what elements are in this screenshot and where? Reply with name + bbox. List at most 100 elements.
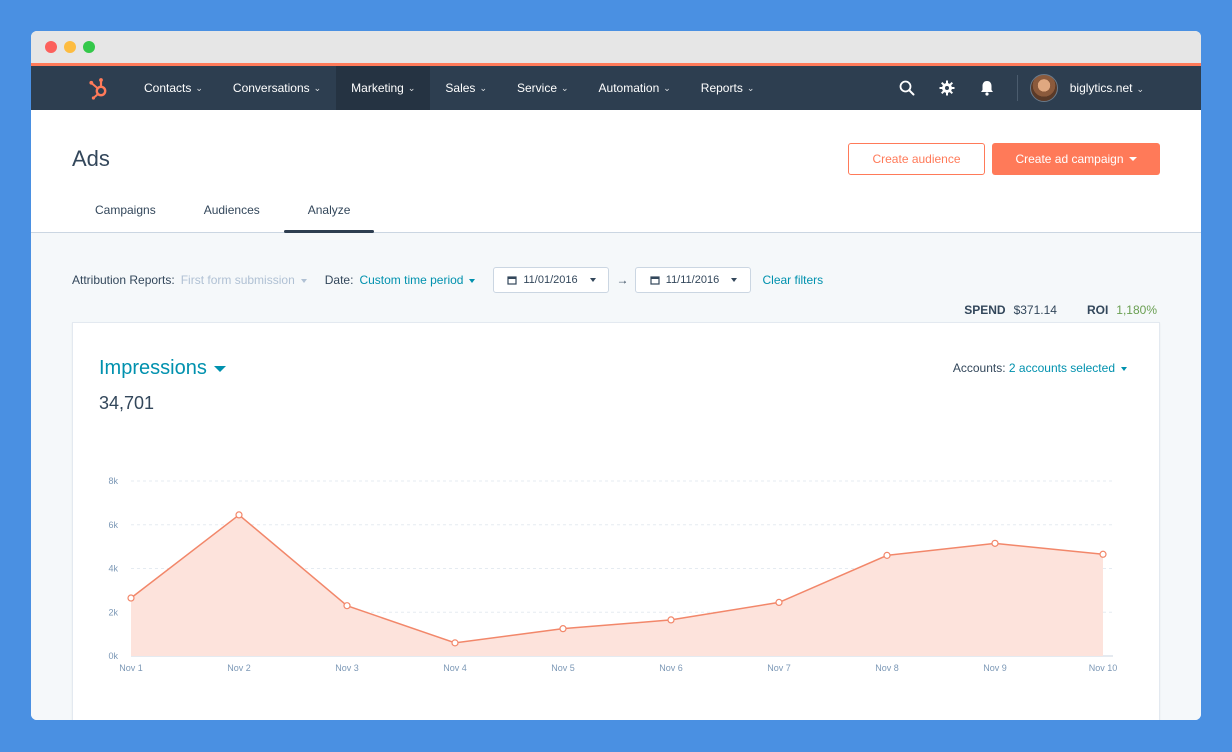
roi-label: ROI	[1086, 303, 1109, 317]
x-tick-label: Nov 5	[551, 663, 575, 673]
attribution-dropdown[interactable]: First form submission	[181, 273, 307, 287]
attribution-label: Attribution Reports:	[72, 273, 175, 287]
x-tick-label: Nov 6	[659, 663, 683, 673]
data-point	[1099, 550, 1107, 558]
create-ad-campaign-button[interactable]: Create ad campaign	[992, 143, 1160, 175]
bell-icon[interactable]	[967, 66, 1007, 110]
x-tick-label: Nov 4	[443, 663, 467, 673]
metric-title: Impressions	[99, 357, 207, 379]
y-tick-label: 8k	[108, 476, 118, 486]
chevron-down-icon: ⌄	[663, 82, 671, 93]
top-navigation: Contacts ⌄ Conversations ⌄ Marketing ⌄ Sales ⌄ S…	[31, 66, 1201, 110]
x-tick-label: Nov 9	[983, 663, 1007, 673]
date-label: Date:	[324, 273, 354, 287]
nav-item-sales[interactable]: Sales ⌄	[430, 66, 502, 110]
nav-right: biglytics.net ⌄	[887, 66, 1201, 110]
data-point	[235, 511, 243, 519]
metric-dropdown[interactable]: Impressions	[99, 357, 226, 380]
accounts-dropdown[interactable]: 2 accounts selected	[1009, 361, 1127, 375]
chevron-down-icon: ⌄	[561, 82, 569, 93]
caret-down-icon	[300, 278, 307, 283]
accounts-label: Accounts:	[952, 361, 1006, 375]
y-tick-label: 6k	[108, 520, 118, 530]
x-tick-label: Nov 3	[335, 663, 359, 673]
caret-down-icon	[1128, 157, 1137, 161]
metric-total: 34,701	[99, 393, 155, 413]
nav-item-reports[interactable]: Reports ⌄	[686, 66, 770, 110]
y-tick-label: 4k	[108, 564, 118, 574]
nav-item-label: Marketing	[351, 81, 404, 95]
nav-item-automation[interactable]: Automation ⌄	[584, 66, 686, 110]
summary-stats: SPEND $371.14 ROI 1,180%	[964, 303, 1157, 317]
data-point	[343, 602, 351, 610]
tab-analyze[interactable]: Analyze	[283, 192, 375, 233]
nav-item-label: Automation	[598, 81, 660, 95]
calendar-icon	[650, 276, 660, 285]
chevron-down-icon: ⌄	[746, 82, 755, 93]
y-tick-label: 0k	[108, 651, 118, 661]
chevron-down-icon: ⌄	[195, 82, 203, 93]
close-window-dot[interactable]	[45, 41, 57, 53]
nav-divider	[1016, 75, 1018, 101]
data-point	[991, 539, 999, 547]
tab-bar: Campaigns Audiences Analyze	[71, 192, 375, 233]
search-icon[interactable]	[887, 66, 927, 110]
start-date-picker[interactable]: 11/01/2016	[493, 267, 610, 293]
page-header: Ads Create audience Create ad campaign C…	[31, 110, 1201, 233]
maximize-window-dot[interactable]	[83, 41, 95, 53]
series-area	[131, 514, 1103, 656]
nav-item-service[interactable]: Service ⌄	[502, 66, 584, 110]
accounts-filter: Accounts: 2 accounts selected	[953, 361, 1127, 375]
nav-item-label: Sales	[445, 81, 476, 95]
data-point	[559, 625, 567, 633]
spend-label: SPEND	[964, 303, 1006, 317]
create-audience-button[interactable]: Create audience	[848, 143, 985, 175]
nav-menu: Contacts ⌄ Conversations ⌄ Marketing ⌄ Sales ⌄ S…	[129, 66, 769, 110]
minimize-window-dot[interactable]	[64, 41, 76, 53]
calendar-icon	[507, 276, 517, 285]
nav-item-conversations[interactable]: Conversations ⌄	[218, 66, 336, 110]
account-menu[interactable]: biglytics.net ⌄	[1070, 81, 1144, 95]
x-tick-label: Nov 7	[767, 663, 791, 673]
spend-value: $371.14	[1013, 303, 1057, 317]
accounts-value: 2 accounts selected	[1008, 361, 1115, 375]
chevron-down-icon: ⌄	[407, 82, 416, 93]
caret-down-icon	[731, 278, 738, 282]
arrow-right-icon: →	[616, 273, 629, 287]
roi-value: 1,180%	[1116, 303, 1157, 317]
date-range-dropdown[interactable]: Custom time period	[359, 273, 476, 287]
gear-icon[interactable]	[927, 66, 967, 110]
x-tick-label: Nov 10	[1089, 663, 1118, 673]
avatar[interactable]	[1029, 74, 1058, 102]
nav-item-marketing[interactable]: Marketing ⌄	[336, 66, 431, 110]
series-line	[130, 513, 1104, 644]
impressions-card: 0k 2k 4k 6k 8k Nov 1 Nov 2 Nov 3 Nov 4 Nov 5 Nov 6…	[72, 322, 1160, 720]
clear-filters-link[interactable]: Clear filters	[762, 273, 824, 287]
attribution-value: First form submission	[180, 273, 295, 287]
date-range-value: Custom time period	[359, 273, 464, 287]
tab-audiences[interactable]: Audiences	[203, 203, 260, 217]
filter-bar: Attribution Reports: First form submissi…	[72, 267, 823, 293]
end-date-value: 11/11/2016	[665, 274, 720, 286]
nav-item-contacts[interactable]: Contacts ⌄	[129, 66, 218, 110]
tab-campaigns[interactable]: Campaigns	[95, 203, 156, 217]
nav-item-label: Service	[516, 81, 557, 95]
chevron-down-icon: ⌄	[1136, 84, 1144, 94]
data-point	[775, 598, 783, 607]
caret-down-icon	[469, 278, 476, 283]
page-title: Ads	[72, 146, 110, 171]
account-name: biglytics.net	[1069, 81, 1133, 95]
data-point	[127, 594, 135, 602]
caret-down-icon	[213, 365, 226, 372]
impressions-chart: 0k 2k 4k 6k 8k Nov 1 Nov 2 Nov 3 Nov 4 Nov 5 Nov 6…	[108, 476, 1118, 673]
data-point	[667, 616, 675, 624]
chevron-down-icon: ⌄	[313, 82, 322, 93]
title-bar	[31, 31, 1201, 63]
data-point	[451, 639, 459, 647]
hubspot-logo-icon[interactable]	[81, 66, 117, 110]
end-date-picker[interactable]: 11/11/2016	[635, 267, 752, 293]
nav-item-label: Contacts	[144, 81, 192, 95]
start-date-value: 11/01/2016	[523, 274, 578, 286]
brand-stripe	[31, 63, 1201, 66]
nav-item-label: Conversations	[232, 81, 310, 95]
